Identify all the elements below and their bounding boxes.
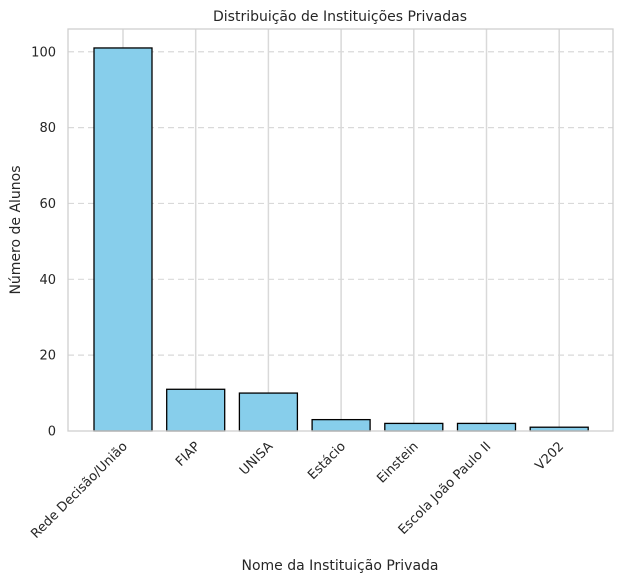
y-axis-label: Número de Alunos (8, 165, 24, 294)
y-axis-ticks: 0 20 40 60 80 100 (31, 45, 56, 439)
bar (238, 392, 299, 432)
plot-frame (67, 28, 614, 432)
x-axis-ticks: Rede Decisão/União FIAP UNISA Estácio Einste… (28, 439, 567, 542)
x-tick-label: UNISA (237, 439, 276, 478)
chart-title: Distribuição de Instituições Privadas (213, 9, 467, 25)
y-tick-label: 80 (39, 121, 56, 136)
x-tick-label: V202 (533, 439, 567, 473)
bar (384, 422, 444, 432)
y-tick-label: 20 (39, 349, 56, 364)
bar (456, 422, 517, 432)
grid-lines (68, 29, 613, 431)
y-tick-label: 100 (31, 45, 56, 60)
x-tick-label: Rede Decisão/União (28, 439, 131, 542)
bar (311, 418, 371, 432)
x-axis-label: Nome da Instituição Privada (241, 558, 438, 574)
x-tick-label: Einstein (374, 439, 421, 486)
bar (166, 388, 226, 432)
y-tick-label: 0 (48, 425, 56, 440)
y-tick-label: 60 (39, 197, 56, 212)
bar (93, 47, 153, 432)
x-tick-label: Estácio (305, 439, 349, 483)
bars (93, 47, 589, 432)
x-tick-label: FIAP (173, 439, 204, 470)
y-tick-label: 40 (39, 273, 56, 288)
